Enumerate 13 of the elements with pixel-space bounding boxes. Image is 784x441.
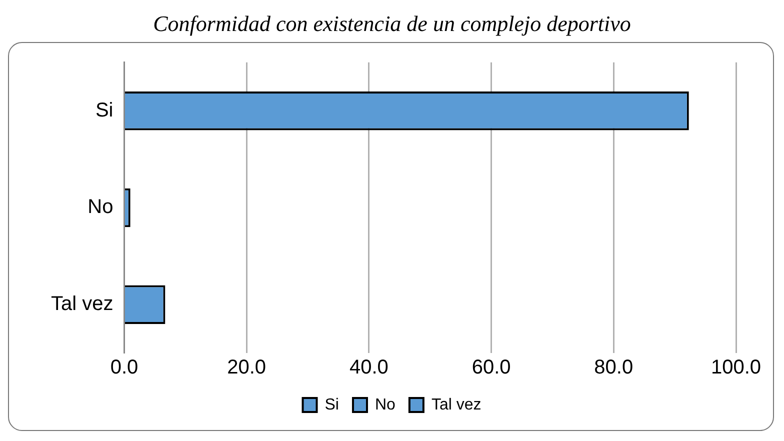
x-tick-label: 40.0 [349,356,388,379]
x-tick-label: 0.0 [110,356,138,379]
x-tick-label: 60.0 [472,356,511,379]
y-tick-label: Si [95,99,114,122]
x-tick-label: 20.0 [227,356,266,379]
y-tick-label: Tal vez [50,293,114,316]
legend-label: No [374,396,396,414]
legend-label: Si [324,396,339,414]
legend-label: Tal vez [431,396,482,414]
chart-title: Conformidad con existencia de un complejo deportivo [153,10,631,36]
y-tick-label: No [88,196,114,218]
x-tick-label: 80.0 [594,356,634,379]
x-tick-label: 100.0 [710,356,762,379]
